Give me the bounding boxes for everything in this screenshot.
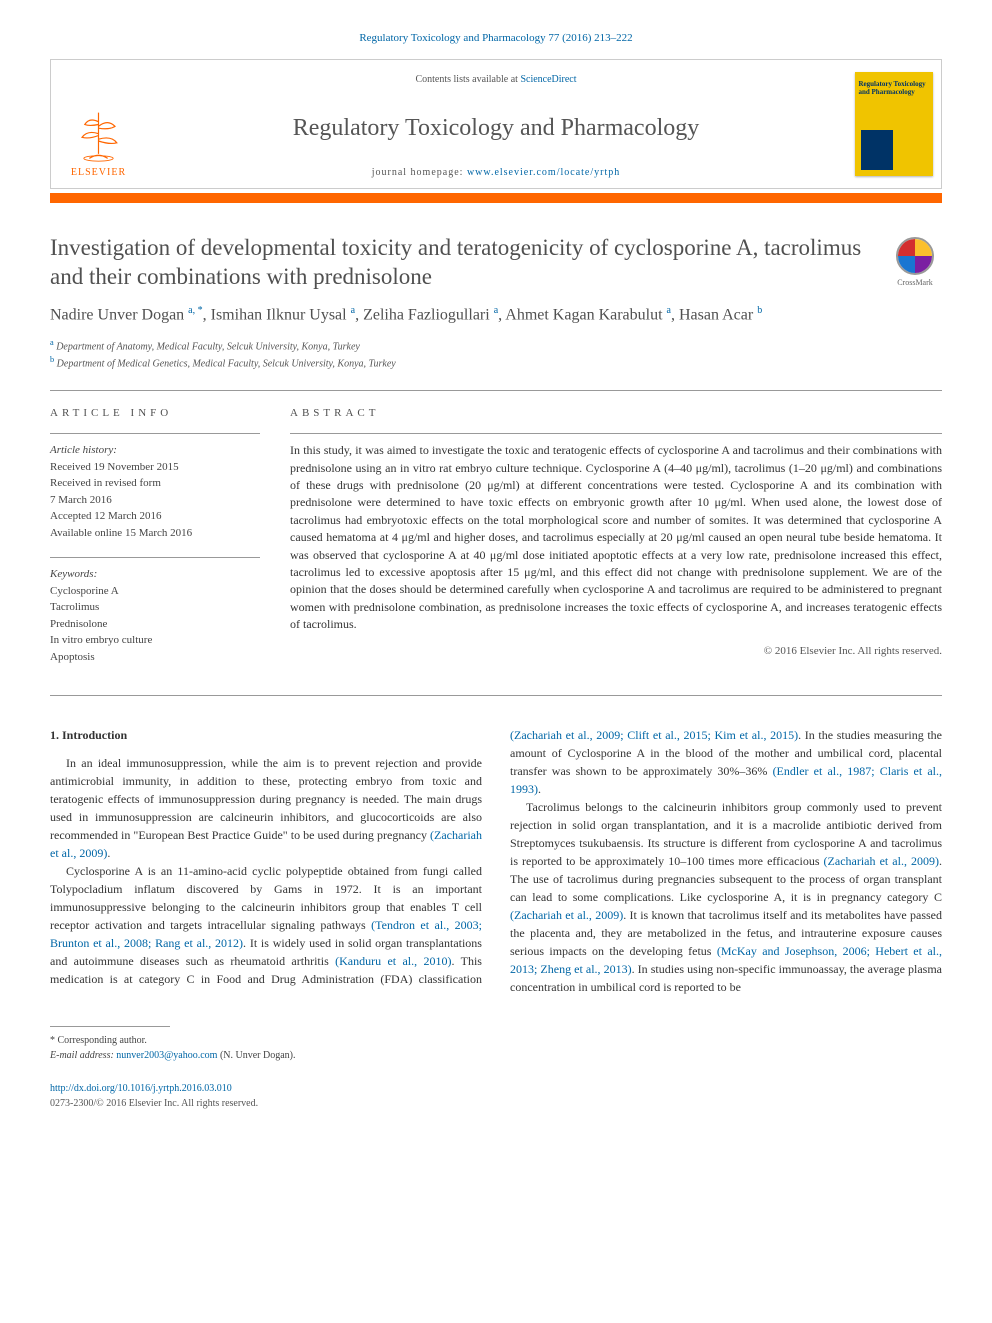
corresponding-author-note: * Corresponding author. E-mail address: … [50,1033,942,1063]
journal-header-box: ELSEVIER Contents lists available at Sci… [50,59,942,189]
keyword: Prednisolone [50,618,107,630]
cover-title-text: Regulatory Toxicology and Pharmacology [859,80,929,97]
citation-ref[interactable]: (Zachariah et al., 2009) [824,854,939,868]
section-heading-introduction: 1. Introduction [50,726,482,744]
issn-copyright-line: 0273-2300/© 2016 Elsevier Inc. All right… [50,1096,942,1111]
citation-ref[interactable]: (Zachariah et al., 2009; Clift et al., 2… [510,728,798,742]
abstract-text: In this study, it was aimed to investiga… [290,433,942,633]
contents-prefix: Contents lists available at [415,74,520,85]
history-line: Available online 15 March 2016 [50,527,192,539]
journal-homepage-line: journal homepage: www.elsevier.com/locat… [372,165,621,180]
article-history-block: Article history: Received 19 November 20… [50,433,260,541]
abstract-column: ABSTRACT In this study, it was aimed to … [290,405,942,682]
citation-ref[interactable]: (Kanduru et al., 2010) [335,954,451,968]
citation-header: Regulatory Toxicology and Pharmacology 7… [50,30,942,47]
abstract-heading: ABSTRACT [290,405,942,422]
keyword: Tacrolimus [50,601,99,613]
divider [50,390,942,391]
keywords-label: Keywords: [50,568,97,580]
doi-link[interactable]: http://dx.doi.org/10.1016/j.yrtph.2016.0… [50,1081,942,1096]
keywords-block: Keywords: Cyclosporine A Tacrolimus Pred… [50,557,260,665]
journal-cover-cell: Regulatory Toxicology and Pharmacology [846,60,941,188]
crossmark-icon [896,237,934,275]
keyword: Apoptosis [50,651,95,663]
corresponding-name: (N. Unver Dogan). [217,1050,295,1061]
publisher-logo-cell: ELSEVIER [51,60,146,188]
authors-list: Nadire Unver Dogan a, *, Ismihan Ilknur … [50,304,942,327]
body-paragraph: Tacrolimus belongs to the calcineurin in… [510,798,942,996]
corresponding-email-link[interactable]: nunver2003@yahoo.com [116,1050,217,1061]
affiliation-a: a Department of Anatomy, Medical Faculty… [50,337,942,354]
affiliation-b: b Department of Medical Genetics, Medica… [50,354,942,371]
history-line: Accepted 12 March 2016 [50,510,162,522]
keyword: In vitro embryo culture [50,634,152,646]
elsevier-tree-icon [71,108,126,163]
header-center: Contents lists available at ScienceDirec… [146,60,846,188]
journal-title: Regulatory Toxicology and Pharmacology [293,110,699,146]
article-info-heading: ARTICLE INFO [50,405,260,422]
keyword: Cyclosporine A [50,585,119,597]
article-info-column: ARTICLE INFO Article history: Received 1… [50,405,260,682]
body-paragraph: In an ideal immunosuppression, while the… [50,754,482,862]
homepage-link[interactable]: www.elsevier.com/locate/yrtph [467,167,620,178]
history-label: Article history: [50,444,117,456]
article-title: Investigation of developmental toxicity … [50,233,872,293]
footnote-divider [50,1026,170,1027]
history-line: 7 March 2016 [50,494,112,506]
citation-ref[interactable]: (Zachariah et al., 2009) [510,908,623,922]
email-label: E-mail address: [50,1050,116,1061]
divider [50,695,942,696]
crossmark-label: CrossMark [897,277,933,289]
publisher-logo-text: ELSEVIER [71,165,126,180]
contents-available-line: Contents lists available at ScienceDirec… [415,72,576,87]
journal-cover-thumbnail: Regulatory Toxicology and Pharmacology [855,72,933,176]
body-two-column: 1. Introduction In an ideal immunosuppre… [50,726,942,996]
history-line: Received 19 November 2015 [50,461,179,473]
sciencedirect-link[interactable]: ScienceDirect [520,74,576,85]
orange-divider-bar [50,193,942,203]
homepage-prefix: journal homepage: [372,167,467,178]
abstract-copyright: © 2016 Elsevier Inc. All rights reserved… [290,643,942,660]
history-line: Received in revised form [50,477,161,489]
cover-decoration [861,130,893,170]
corresponding-label: * Corresponding author. [50,1035,147,1046]
crossmark-badge[interactable]: CrossMark [888,237,942,289]
